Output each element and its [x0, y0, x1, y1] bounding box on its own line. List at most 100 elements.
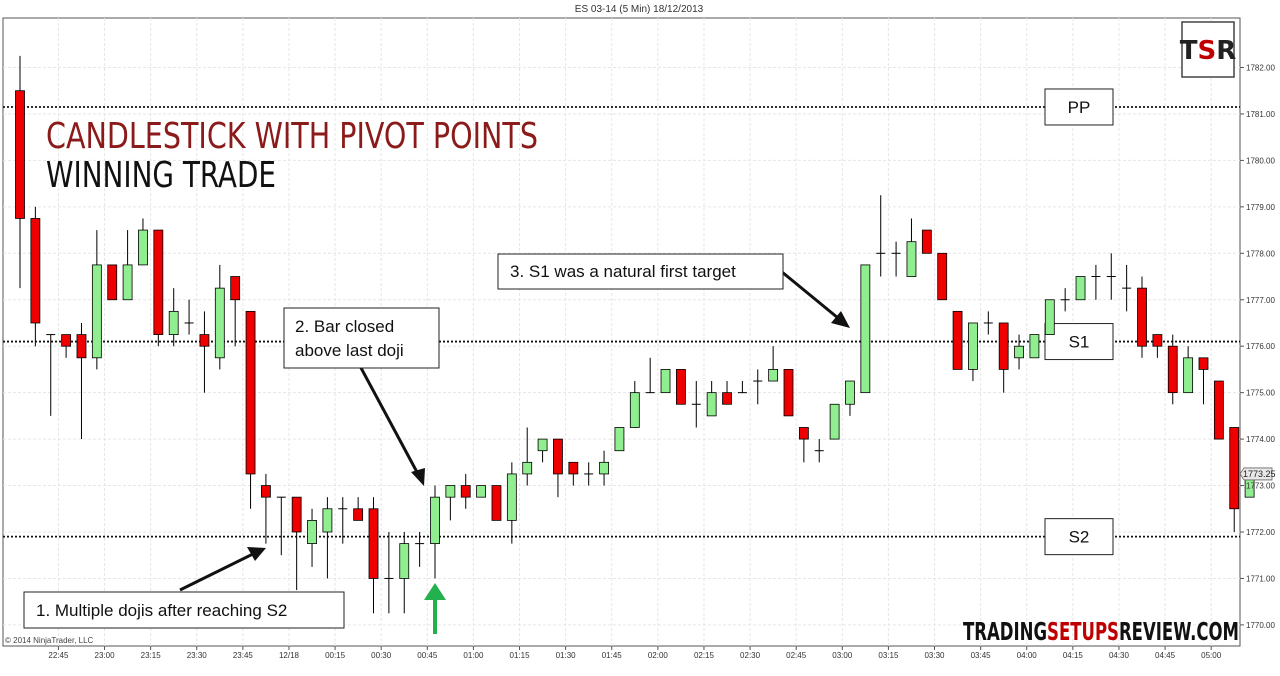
candle-body-bear [1198, 357, 1209, 370]
copyright-text: © 2014 NinjaTrader, LLC [5, 636, 94, 645]
candles [15, 55, 1255, 614]
pivot-label-s2: S2 [1069, 528, 1090, 547]
x-tick-label: 00:45 [417, 651, 438, 660]
y-tick-label: 1776.00 [1246, 342, 1275, 351]
candle [122, 230, 133, 301]
pivot-lines: PP S1 S2 [3, 88, 1240, 556]
candle [891, 241, 901, 277]
candle [245, 310, 256, 509]
candle [1198, 357, 1209, 405]
candle-body-bull [445, 485, 456, 498]
candle [722, 381, 732, 405]
candle-body-bull [906, 241, 917, 277]
x-tick-label: 04:00 [1017, 651, 1038, 660]
candle [860, 264, 871, 394]
x-tick-label: 22:45 [48, 651, 69, 660]
candle [829, 403, 840, 440]
x-tick-label: 03:15 [878, 651, 899, 660]
candle [876, 195, 886, 277]
candle [153, 229, 164, 347]
candle-body-bear [261, 485, 271, 498]
candle [1014, 334, 1024, 370]
chart-window-title: ES 03-14 (5 Min) 18/12/2013 [575, 4, 704, 15]
candle [338, 497, 348, 544]
candle [214, 264, 225, 370]
candle [660, 369, 671, 394]
candle [307, 508, 317, 567]
candle [384, 532, 394, 614]
annotation-3-text: 3. S1 was a natural first target [510, 262, 736, 281]
candle-body-bear [1137, 287, 1147, 347]
candle [199, 311, 210, 393]
x-tick-label: 05:00 [1201, 651, 1222, 660]
plot-area [2, 17, 1241, 647]
candle-body-bull [537, 438, 548, 452]
candle [107, 264, 118, 301]
headline-line1: CANDLESTICK WITH PIVOT POINTS [46, 116, 538, 157]
candle-body-bull [1183, 357, 1194, 394]
candle-body-bull [1044, 299, 1055, 335]
candle [30, 206, 41, 347]
x-tick-label: 02:00 [648, 651, 669, 660]
y-tick-label: 1772.00 [1246, 528, 1275, 537]
candle-body-bull [599, 461, 609, 475]
y-tick-label: 1781.00 [1246, 110, 1275, 119]
candle [1183, 346, 1194, 394]
candle-body-bear [676, 369, 686, 405]
candle [937, 252, 948, 301]
y-tick-label: 1782.00 [1246, 64, 1275, 73]
candle [168, 288, 179, 347]
y-tick-label: 1770.00 [1246, 621, 1275, 630]
candle-body-bear [1152, 334, 1163, 347]
pivot-label-s1: S1 [1069, 333, 1090, 352]
candle [1106, 253, 1116, 300]
candle [368, 497, 379, 614]
candle-body-bear [921, 229, 932, 254]
candle [845, 380, 855, 416]
candle [676, 369, 686, 405]
candle [291, 496, 302, 591]
x-tick-label: 01:00 [463, 651, 484, 660]
candle-body-bull [522, 461, 533, 475]
candle [1075, 276, 1086, 301]
candle [921, 229, 932, 254]
candle-body-bear [30, 218, 41, 324]
candle [998, 322, 1009, 393]
candle [783, 369, 794, 417]
x-tick-label: 01:15 [510, 651, 531, 660]
candle-body-bull [122, 264, 133, 301]
x-tick-label: 04:30 [1109, 651, 1130, 660]
candle [983, 311, 993, 335]
candle-body-bull [629, 392, 640, 428]
candle-body-bear [245, 310, 256, 475]
candle-body-bull [322, 508, 333, 533]
candle-body-bear [722, 392, 732, 405]
candle-body-bear [230, 276, 241, 301]
pivot-label-box-s2 [1044, 518, 1114, 556]
candle [1229, 427, 1240, 532]
candle [184, 299, 194, 335]
candle-body-bear [61, 334, 72, 347]
candle [1152, 334, 1163, 358]
candle [599, 450, 609, 486]
candle-body-bear [1213, 380, 1224, 440]
x-tick-label: 23:45 [233, 651, 254, 660]
annotation-2-line2: above last doji [295, 341, 404, 360]
candle [1213, 380, 1224, 440]
candle-body-bear [952, 310, 963, 370]
y-tick-label: 1773.00 [1246, 482, 1275, 491]
candle-body-bear [568, 461, 579, 475]
candle [768, 346, 779, 382]
candle [522, 427, 533, 486]
candle [276, 496, 286, 556]
candle-body-bear [783, 369, 794, 417]
x-tick-label: 23:15 [141, 651, 162, 660]
candle-body-bull [168, 310, 179, 335]
candle [1167, 334, 1178, 405]
x-tick-label: 03:00 [832, 651, 853, 660]
candle-body-bull [768, 369, 779, 382]
candle [553, 438, 563, 498]
annotation-3: 3. S1 was a natural first target [497, 253, 850, 328]
candle [814, 439, 824, 463]
pivot-label-pp: PP [1068, 98, 1091, 117]
